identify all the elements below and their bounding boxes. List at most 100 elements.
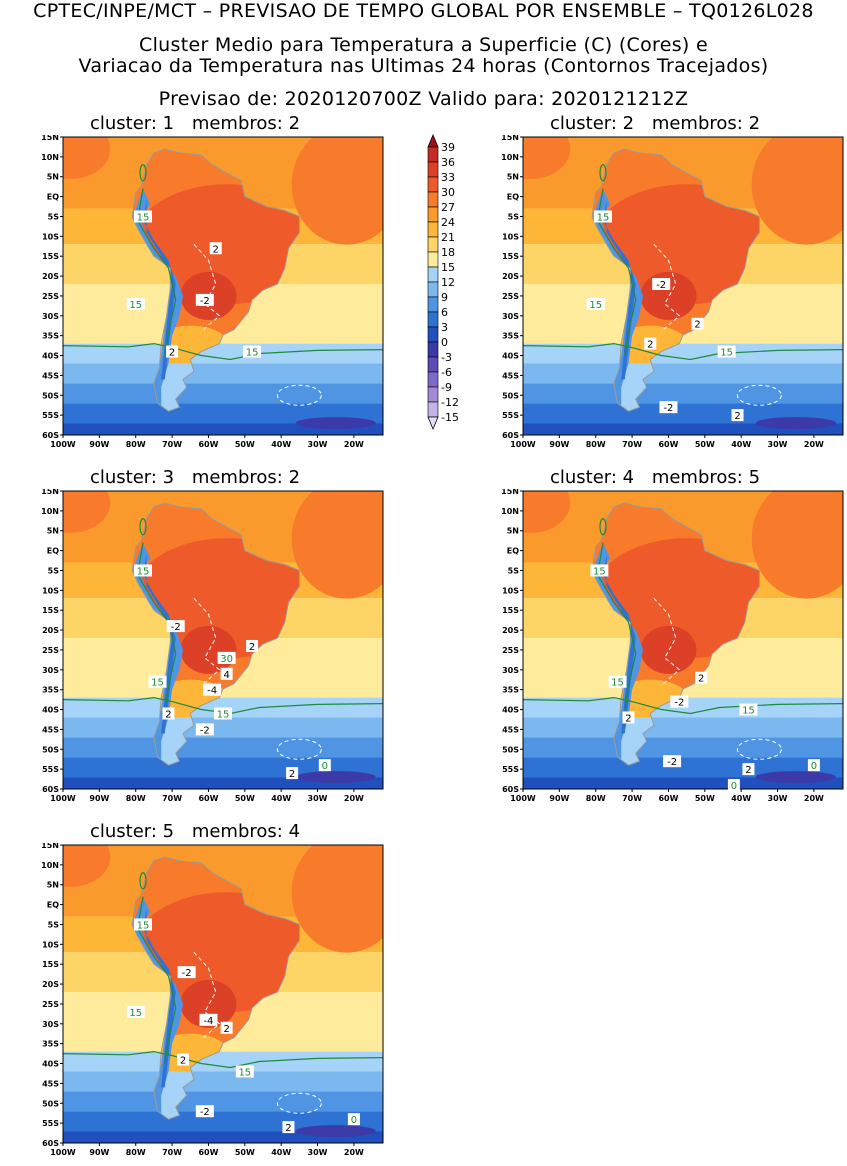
- colorbar-tick-label: 33: [441, 171, 455, 184]
- lon-tick-label: 20W: [344, 794, 364, 803]
- lat-tick-label: 5S: [48, 920, 60, 929]
- lat-tick-label: 15S: [42, 606, 59, 615]
- lat-tick-label: 10S: [502, 232, 519, 241]
- temperature-contour-label: 15: [137, 920, 150, 931]
- lat-tick-label: 60S: [42, 1139, 59, 1148]
- lat-tick-label: 20S: [42, 626, 59, 635]
- lon-tick-label: 20W: [344, 1148, 364, 1157]
- lat-tick-label: 15N: [41, 489, 59, 496]
- colorbar-tick-label: 21: [441, 231, 455, 244]
- members-label: membros: 2: [651, 113, 761, 134]
- lat-tick-label: 60S: [502, 431, 519, 440]
- lat-tick-label: 35S: [502, 332, 519, 341]
- temperature-contour-label: 15: [611, 678, 624, 689]
- lat-tick-label: 10N: [501, 153, 519, 162]
- lat-tick-label: 45S: [42, 725, 59, 734]
- change-contour-label: -4: [203, 1016, 213, 1027]
- lon-tick-label: 40W: [271, 1148, 291, 1157]
- lat-tick-label: 15N: [501, 135, 519, 142]
- colorbar-tick-label: 15: [441, 261, 455, 274]
- lat-tick-label: 25S: [42, 1000, 59, 1009]
- lat-tick-label: 15S: [42, 960, 59, 969]
- lon-tick-label: 60W: [198, 440, 218, 449]
- lon-tick-label: 70W: [162, 794, 182, 803]
- lat-tick-label: 5N: [47, 881, 59, 890]
- lon-tick-label: 90W: [89, 794, 109, 803]
- lon-tick-label: 100W: [50, 1148, 76, 1157]
- temperature-contour-label: 15: [246, 348, 259, 359]
- lon-tick-label: 80W: [586, 440, 606, 449]
- lat-tick-label: EQ: [507, 193, 519, 202]
- lon-tick-label: 30W: [308, 1148, 328, 1157]
- panel-title: cluster: 4 membros: 5: [465, 467, 845, 488]
- lon-tick-label: 60W: [198, 1148, 218, 1157]
- lon-tick-label: 60W: [198, 794, 218, 803]
- subtitle-line-1: Cluster Medio para Temperatura a Superfi…: [139, 34, 708, 56]
- lon-tick-label: 90W: [549, 440, 569, 449]
- temperature-contour-label: 0: [731, 781, 737, 792]
- lat-tick-label: 60S: [42, 785, 59, 794]
- change-contour-label: -2: [200, 725, 210, 736]
- lat-tick-label: 20S: [502, 272, 519, 281]
- lon-tick-label: 20W: [804, 794, 824, 803]
- lat-tick-label: 5S: [48, 212, 60, 221]
- lon-tick-label: 30W: [768, 794, 788, 803]
- lat-tick-label: 25S: [42, 292, 59, 301]
- lat-tick-label: 20S: [502, 626, 519, 635]
- lon-tick-label: 30W: [308, 794, 328, 803]
- temperature-contour-label: 15: [129, 1008, 142, 1019]
- lon-tick-label: 100W: [510, 440, 536, 449]
- lat-tick-label: 55S: [502, 765, 519, 774]
- lon-tick-label: 40W: [731, 440, 751, 449]
- lat-tick-label: 15N: [41, 843, 59, 850]
- map-panel-cluster-4: cluster: 4 membros: 5 15N 10N 5N EQ 5S 10S 15S…: [465, 467, 847, 812]
- lat-tick-label: 35S: [42, 332, 59, 341]
- map-panel-cluster-5: cluster: 5 membros: 4 15N 10N 5N EQ 5S 10S 15S…: [5, 821, 405, 1166]
- lon-tick-label: 40W: [731, 794, 751, 803]
- colorbar-tick-label: 12: [441, 276, 455, 289]
- map-panel-cluster-2: cluster: 2 membros: 2 15N 10N 5N EQ 5S 10S 15S…: [465, 113, 847, 458]
- lon-tick-label: 70W: [622, 794, 642, 803]
- temperature-map: 15N 10N 5N EQ 5S 10S 15S 20S 25S 30S 35S 40S 45S 50S 5…: [501, 135, 844, 449]
- lon-tick-label: 50W: [235, 794, 255, 803]
- lat-tick-label: 45S: [42, 371, 59, 380]
- colorbar-segment: [427, 386, 439, 403]
- change-contour-label: 2: [289, 769, 295, 780]
- lat-tick-label: 30S: [42, 312, 59, 321]
- lat-tick-label: 50S: [42, 745, 59, 754]
- lat-tick-label: 30S: [42, 666, 59, 675]
- lon-tick-label: 80W: [126, 1148, 146, 1157]
- temperature-map: 15N 10N 5N EQ 5S 10S 15S 20S 25S 30S 35S 40S 45S 50S 5…: [41, 843, 384, 1157]
- lat-tick-label: 5N: [507, 173, 519, 182]
- change-contour-label: -2: [667, 757, 677, 768]
- lat-tick-label: 10N: [41, 153, 59, 162]
- temperature-contour-label: 0: [351, 1115, 357, 1126]
- main-title: CPTEC/INPE/MCT – PREVISAO DE TEMPO GLOBA…: [33, 0, 814, 22]
- lat-tick-label: 10S: [42, 940, 59, 949]
- change-contour-label: 2: [694, 320, 700, 331]
- panel-title: cluster: 5 membros: 4: [5, 821, 385, 842]
- lon-tick-label: 60W: [658, 794, 678, 803]
- temperature-contour-label: 0: [322, 761, 328, 772]
- lat-tick-label: 35S: [42, 686, 59, 695]
- colorbar-tick-label: 18: [441, 246, 455, 259]
- lat-tick-label: 15S: [502, 606, 519, 615]
- lat-tick-label: 10N: [41, 861, 59, 870]
- change-contour-label: 2: [249, 642, 255, 653]
- lon-tick-label: 100W: [510, 794, 536, 803]
- colorbar-tick-label: -3: [441, 351, 452, 364]
- change-contour-label: 2: [213, 244, 219, 255]
- lat-tick-label: 45S: [502, 371, 519, 380]
- lat-tick-label: 40S: [42, 706, 59, 715]
- lat-tick-label: 5N: [47, 527, 59, 536]
- change-contour-label: 2: [223, 1024, 229, 1035]
- colorbar-segment: [427, 221, 439, 238]
- lat-tick-label: 60S: [502, 785, 519, 794]
- lon-tick-label: 70W: [622, 440, 642, 449]
- lat-tick-label: 30S: [42, 1020, 59, 1029]
- colorbar-segment: [427, 296, 439, 313]
- panel-title: cluster: 3 membros: 2: [5, 467, 385, 488]
- lon-tick-label: 50W: [695, 794, 715, 803]
- lat-tick-label: 40S: [42, 352, 59, 361]
